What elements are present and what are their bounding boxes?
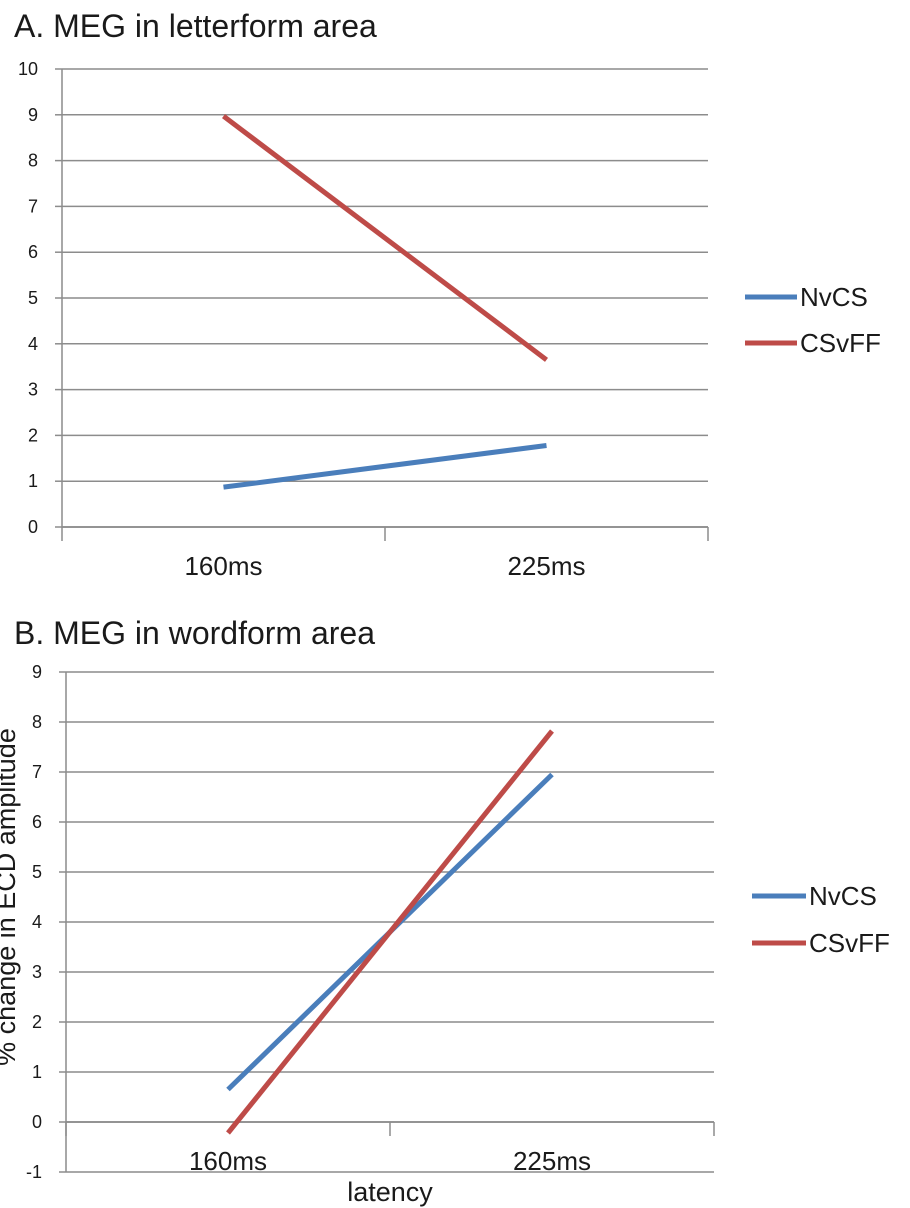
y-axis-title: % change in ECD amplitude: [0, 728, 21, 1066]
chart-panel-a: A. MEG in letterform area 0 1 2 3 4 5 6 7 8 9 10 160…: [14, 8, 881, 581]
y-tick-label: 6: [32, 812, 42, 832]
y-tick-label: 0: [28, 517, 38, 537]
y-tick-label: 10: [18, 59, 38, 79]
y-tick-label: 1: [28, 471, 38, 491]
y-tick-label: 4: [28, 334, 38, 354]
y-tick-label: 6: [28, 242, 38, 262]
y-tick-label: 4: [32, 912, 42, 932]
series-line-csvff: [221, 114, 549, 362]
x-tick-label: 160ms: [189, 1146, 267, 1176]
y-tick-label: 3: [28, 380, 38, 400]
legend-label: CSvFF: [809, 928, 890, 958]
y-tick-label: 8: [28, 151, 38, 171]
y-tick-label: 2: [32, 1012, 42, 1032]
x-tick-label: 160ms: [184, 551, 262, 581]
chart-panel-b: B. MEG in wordform area -1 0 1 2 3 4 5 6 7 8 9 160ms…: [0, 615, 890, 1207]
y-tick-label: 8: [32, 712, 42, 732]
y-tick-label: 5: [28, 288, 38, 308]
y-tick-label: 0: [32, 1112, 42, 1132]
series-line-nvcs: [223, 442, 547, 490]
chart-title: B. MEG in wordform area: [14, 615, 375, 651]
legend-label: NvCS: [800, 282, 868, 312]
legend-label: CSvFF: [800, 328, 881, 358]
y-tick-label: 9: [28, 105, 38, 125]
y-tick-label: -1: [26, 1162, 42, 1182]
y-tick-label: 7: [28, 196, 38, 216]
y-tick-label: 7: [32, 762, 42, 782]
series-line-csvff: [226, 729, 554, 1135]
x-axis-title: latency: [347, 1177, 433, 1207]
y-tick-label: 9: [32, 662, 42, 682]
legend-label: NvCS: [809, 881, 877, 911]
x-tick-label: 225ms: [513, 1146, 591, 1176]
y-tick-label: 5: [32, 862, 42, 882]
y-tick-label: 1: [32, 1062, 42, 1082]
y-tick-label: 3: [32, 962, 42, 982]
chart-title: A. MEG in letterform area: [14, 8, 377, 44]
x-tick-label: 225ms: [507, 551, 585, 581]
y-tick-label: 2: [28, 425, 38, 445]
